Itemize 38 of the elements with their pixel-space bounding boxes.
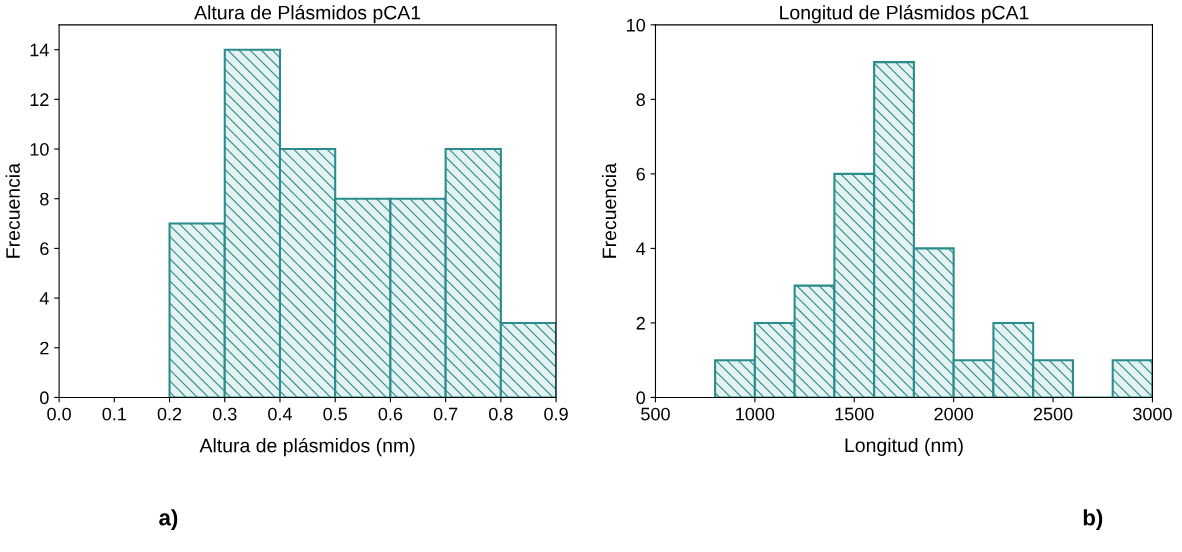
y-tick-label: 14 bbox=[30, 43, 49, 57]
chart-title: Longitud de Plásmidos pCA1 bbox=[780, 4, 1029, 24]
x-tick-label: 0.5 bbox=[323, 407, 347, 421]
chart-title: Altura de Plásmidos pCA1 bbox=[194, 4, 421, 24]
x-tick-label: 1500 bbox=[835, 407, 874, 421]
y-tick-label: 8 bbox=[636, 93, 645, 107]
x-tick-label: 0.4 bbox=[268, 407, 292, 421]
text: a) bbox=[159, 509, 178, 530]
x-tick-label: 0.9 bbox=[544, 407, 568, 421]
x-axis-title: Altura de plásmidos (nm) bbox=[199, 437, 415, 457]
y-tick-label: 10 bbox=[30, 142, 49, 156]
x-tick-label: 2500 bbox=[1033, 407, 1073, 421]
y-tick-label: 0 bbox=[40, 391, 49, 405]
x-tick-label: 2000 bbox=[934, 407, 974, 421]
x-tick-label: 0.8 bbox=[489, 407, 513, 421]
text: b) bbox=[1083, 509, 1103, 530]
y-tick-label: 6 bbox=[636, 167, 645, 181]
y-tick-label: 4 bbox=[39, 292, 49, 305]
y-tick-label: 8 bbox=[40, 192, 49, 206]
x-axis-title: Longitud (nm) bbox=[845, 437, 963, 457]
y-tick-label: 2 bbox=[40, 341, 49, 355]
x-tick-label: 1000 bbox=[736, 407, 775, 421]
y-tick-label: 10 bbox=[627, 18, 646, 32]
x-tick-label: 0.1 bbox=[102, 407, 126, 421]
y-tick-label: 4 bbox=[636, 242, 646, 255]
x-tick-label: 0.2 bbox=[157, 407, 182, 421]
y-axis-title: Frecuencia bbox=[5, 163, 20, 258]
x-tick-label: 500 bbox=[641, 407, 670, 421]
x-tick-label: 0.6 bbox=[378, 407, 403, 421]
x-tick-label: 0.7 bbox=[433, 407, 458, 421]
x-tick-label: 3000 bbox=[1133, 407, 1172, 421]
x-tick-label: 0.0 bbox=[47, 407, 71, 421]
y-tick-label: 12 bbox=[30, 93, 49, 106]
y-tick-label: 2 bbox=[636, 316, 645, 330]
y-tick-label: 6 bbox=[40, 242, 49, 256]
y-axis-title: Frecuencia bbox=[601, 163, 617, 258]
y-tick-label: 0 bbox=[636, 391, 646, 405]
x-tick-label: 0.3 bbox=[212, 407, 237, 421]
